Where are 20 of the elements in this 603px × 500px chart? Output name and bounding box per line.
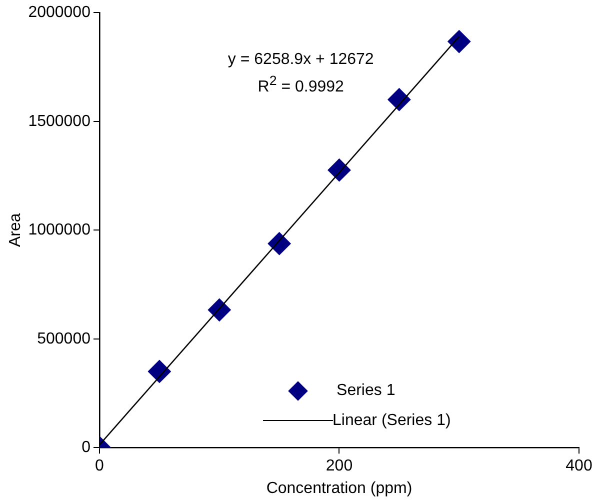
y-tick-label: 2000000 <box>28 4 91 22</box>
point <box>268 232 291 256</box>
annotation: y = 6258.9x + 12672 <box>226 50 375 70</box>
point <box>388 88 411 112</box>
y-tick-label: 500000 <box>37 330 91 348</box>
point <box>448 30 471 54</box>
x-tick-label: 200 <box>326 458 353 475</box>
point <box>148 360 171 383</box>
x-axis-title: Concentration (ppm) <box>266 480 412 497</box>
x-tick-label: 400 <box>566 458 592 475</box>
point <box>208 298 231 322</box>
y-axis-title: Area <box>7 213 24 247</box>
y-tick-label: 0 <box>82 439 91 456</box>
x-tick-label: 0 <box>95 458 104 475</box>
annotation: R$^{2}$ = 0.9992 <box>256 72 345 97</box>
y-tick-label: 1500000 <box>28 112 91 130</box>
legend-label: Linear (Series 1) <box>332 412 451 430</box>
legend-label: Series 1 <box>336 382 396 400</box>
y-tick-label: 1000000 <box>28 222 91 239</box>
point <box>328 158 351 182</box>
